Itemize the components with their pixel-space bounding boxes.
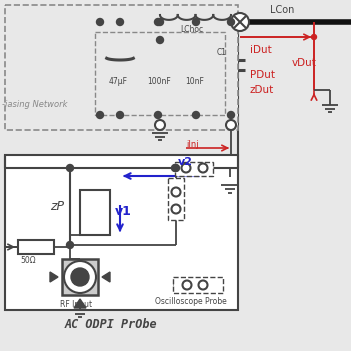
Circle shape xyxy=(192,19,199,26)
Circle shape xyxy=(172,165,179,172)
Circle shape xyxy=(199,164,207,172)
Bar xyxy=(80,190,110,235)
Text: v1: v1 xyxy=(115,205,132,218)
Circle shape xyxy=(172,187,180,197)
Circle shape xyxy=(199,280,207,290)
Circle shape xyxy=(117,112,124,119)
Bar xyxy=(18,240,54,254)
Circle shape xyxy=(72,269,88,285)
Text: LCon: LCon xyxy=(270,5,294,15)
Circle shape xyxy=(231,13,249,31)
Polygon shape xyxy=(74,299,86,308)
Text: 10nF: 10nF xyxy=(185,77,204,86)
Text: RF Input: RF Input xyxy=(60,300,92,309)
Text: v2: v2 xyxy=(178,157,193,167)
Circle shape xyxy=(226,120,236,130)
Circle shape xyxy=(66,241,73,249)
Bar xyxy=(95,32,225,115)
Circle shape xyxy=(183,280,192,290)
Circle shape xyxy=(97,19,104,26)
Circle shape xyxy=(181,164,191,172)
Bar xyxy=(173,277,223,293)
Circle shape xyxy=(155,120,165,130)
Circle shape xyxy=(157,19,164,26)
Text: 100nF: 100nF xyxy=(147,77,171,86)
Circle shape xyxy=(66,165,73,172)
Circle shape xyxy=(227,112,234,119)
Circle shape xyxy=(157,37,164,44)
Text: vDut: vDut xyxy=(292,58,317,68)
Circle shape xyxy=(64,261,96,293)
Text: LChoc: LChoc xyxy=(180,25,203,34)
Bar xyxy=(5,155,238,310)
Bar xyxy=(62,259,98,295)
Circle shape xyxy=(172,205,180,213)
Circle shape xyxy=(117,19,124,26)
Text: 50Ω: 50Ω xyxy=(20,256,35,265)
Circle shape xyxy=(311,34,317,40)
Text: PDut: PDut xyxy=(250,70,275,80)
Text: Oscilloscope Probe: Oscilloscope Probe xyxy=(155,297,227,306)
Text: 47μF: 47μF xyxy=(109,77,128,86)
Circle shape xyxy=(192,112,199,119)
Circle shape xyxy=(227,19,234,26)
Text: zDut: zDut xyxy=(250,85,274,95)
Bar xyxy=(175,162,213,176)
Text: zP: zP xyxy=(50,200,64,213)
Polygon shape xyxy=(50,272,58,282)
Polygon shape xyxy=(102,272,110,282)
Circle shape xyxy=(154,19,161,26)
Text: AC ODPI PrObe: AC ODPI PrObe xyxy=(65,318,158,331)
Circle shape xyxy=(71,268,89,286)
Circle shape xyxy=(154,112,161,119)
Text: C1: C1 xyxy=(217,48,227,57)
Text: iInj: iInj xyxy=(186,140,199,149)
Bar xyxy=(168,178,184,220)
Circle shape xyxy=(97,112,104,119)
Text: iDut: iDut xyxy=(250,45,272,55)
Text: -iasing Network: -iasing Network xyxy=(2,100,67,109)
Bar xyxy=(5,5,238,130)
Circle shape xyxy=(172,165,179,172)
